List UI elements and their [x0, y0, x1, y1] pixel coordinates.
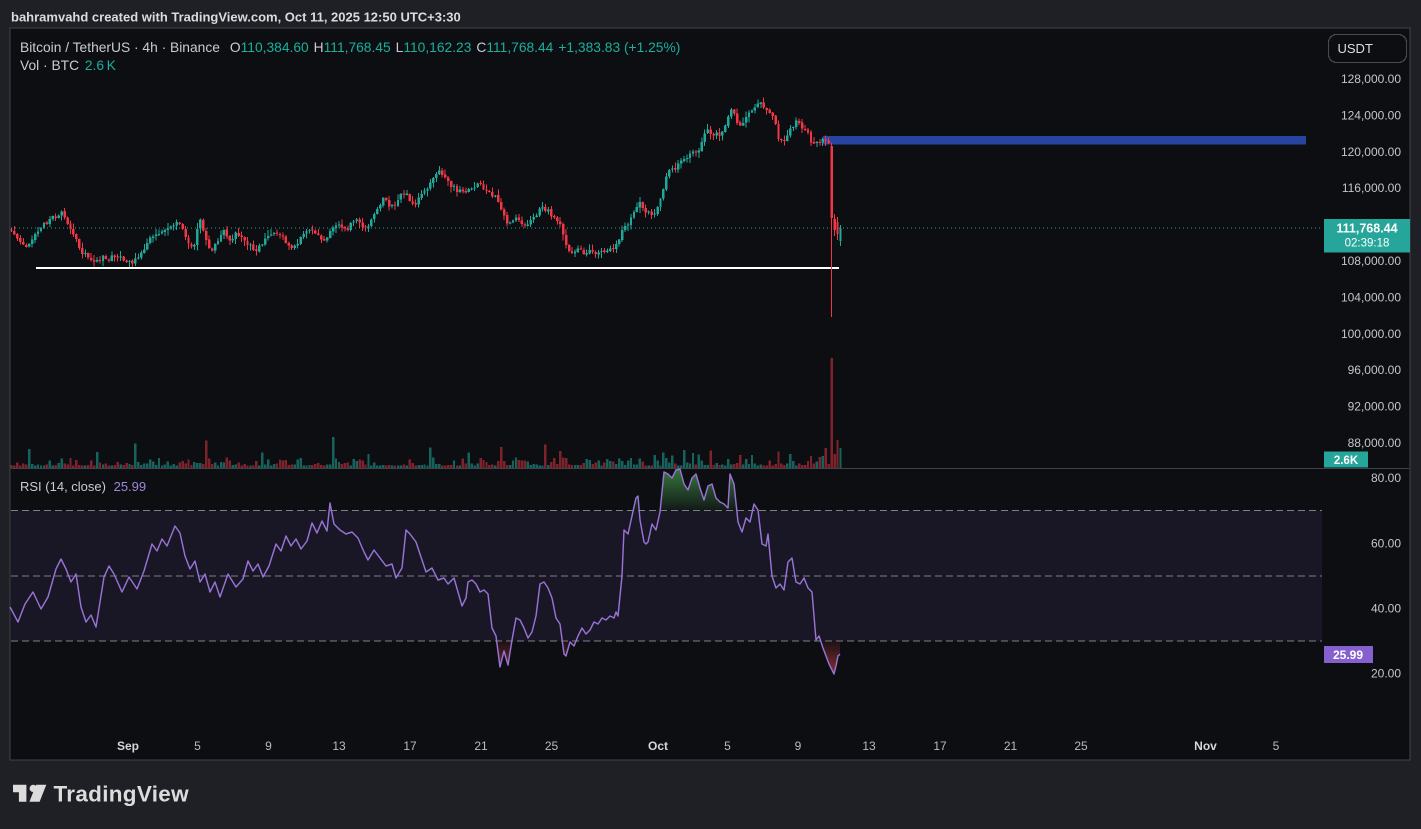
svg-text:92,000.00: 92,000.00: [1348, 400, 1402, 414]
svg-text:21: 21: [1004, 739, 1018, 753]
svg-text:108,000.00: 108,000.00: [1341, 254, 1401, 268]
svg-text:9: 9: [795, 739, 802, 753]
svg-text:bahramvahd created with Tradin: bahramvahd created with TradingView.com,…: [11, 10, 461, 25]
svg-text:100,000.00: 100,000.00: [1341, 327, 1401, 341]
svg-text:128,000.00: 128,000.00: [1341, 72, 1401, 86]
svg-text:80.00: 80.00: [1371, 471, 1401, 485]
svg-text:5: 5: [724, 739, 731, 753]
svg-text:9: 9: [265, 739, 272, 753]
svg-text:111,768.44: 111,768.44: [1336, 222, 1397, 236]
svg-text:17: 17: [933, 739, 947, 753]
svg-text:40.00: 40.00: [1371, 602, 1401, 616]
svg-text:17: 17: [403, 739, 417, 753]
svg-text:USDT: USDT: [1338, 41, 1373, 56]
svg-text:TradingView: TradingView: [54, 782, 190, 807]
svg-text:Bitcoin / TetherUS · 4h · Bina: Bitcoin / TetherUS · 4h · Binance O110,38…: [20, 40, 680, 55]
svg-text:13: 13: [332, 739, 346, 753]
svg-text:5: 5: [194, 739, 201, 753]
svg-text:116,000.00: 116,000.00: [1342, 181, 1401, 195]
svg-text:RSI (14, close) 25.99: RSI (14, close) 25.99: [20, 479, 146, 494]
svg-text:Sep: Sep: [117, 739, 139, 753]
svg-text:124,000.00: 124,000.00: [1341, 108, 1401, 122]
svg-text:60.00: 60.00: [1371, 536, 1401, 550]
svg-text:25: 25: [1074, 739, 1088, 753]
svg-text:25.99: 25.99: [1333, 648, 1363, 662]
svg-text:21: 21: [474, 739, 488, 753]
svg-text:02:39:18: 02:39:18: [1345, 238, 1390, 250]
svg-text:120,000.00: 120,000.00: [1341, 145, 1401, 159]
svg-text:96,000.00: 96,000.00: [1348, 363, 1402, 377]
svg-text:104,000.00: 104,000.00: [1341, 290, 1401, 304]
svg-text:2.6K: 2.6K: [1334, 455, 1359, 467]
svg-text:13: 13: [862, 739, 876, 753]
svg-text:88,000.00: 88,000.00: [1348, 436, 1402, 450]
svg-text:25: 25: [545, 739, 559, 753]
svg-text:Oct: Oct: [648, 739, 668, 753]
svg-text:Vol · BTC 2.6K: Vol · BTC 2.6 K: [20, 58, 117, 73]
svg-text:20.00: 20.00: [1371, 667, 1401, 681]
svg-text:5: 5: [1273, 739, 1280, 753]
svg-text:Nov: Nov: [1194, 739, 1217, 753]
